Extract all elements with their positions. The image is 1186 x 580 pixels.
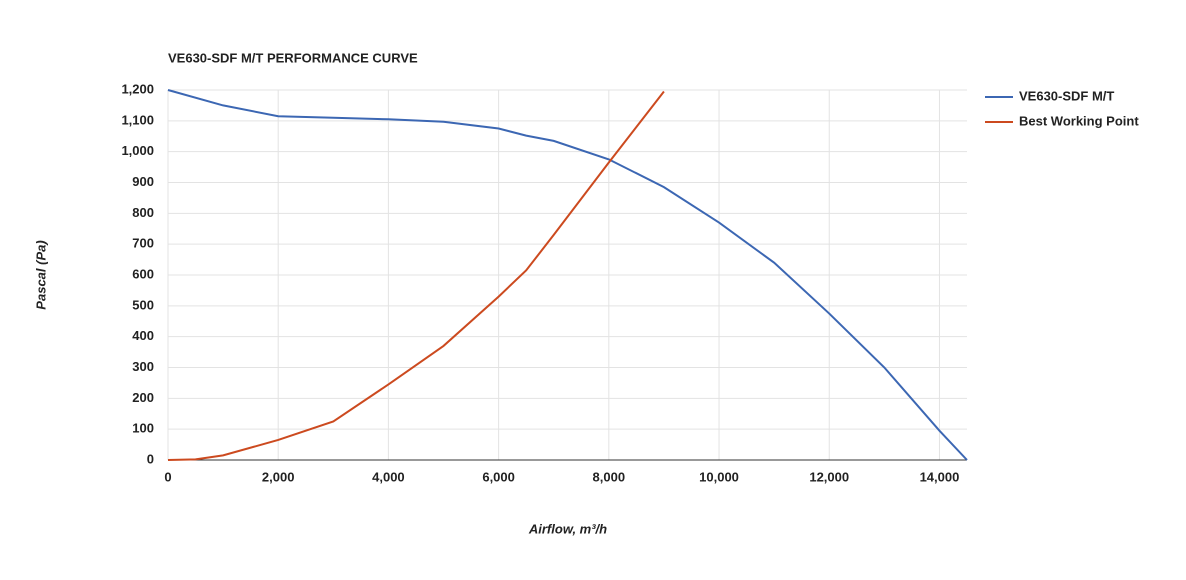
legend-label: VE630-SDF M/T xyxy=(1019,88,1114,103)
chart-title: VE630-SDF M/T PERFORMANCE CURVE xyxy=(168,50,418,65)
x-tick-label: 14,000 xyxy=(920,469,960,484)
y-tick-label: 800 xyxy=(132,205,154,220)
y-tick-label: 100 xyxy=(132,421,154,436)
y-tick-label: 1,200 xyxy=(121,81,154,96)
y-tick-label: 300 xyxy=(132,359,154,374)
x-axis-label: Airflow, m³/h xyxy=(528,521,607,536)
y-tick-label: 900 xyxy=(132,174,154,189)
series-line xyxy=(167,89,968,461)
y-tick-label: 500 xyxy=(132,297,154,312)
y-tick-label: 200 xyxy=(132,390,154,405)
x-tick-label: 10,000 xyxy=(699,469,739,484)
y-tick-label: 1,100 xyxy=(121,112,154,127)
y-tick-label: 700 xyxy=(132,236,154,251)
y-axis-label: Pascal (Pa) xyxy=(33,240,48,309)
x-tick-label: 6,000 xyxy=(482,469,515,484)
x-tick-label: 0 xyxy=(164,469,171,484)
x-tick-label: 2,000 xyxy=(262,469,295,484)
y-tick-label: 600 xyxy=(132,266,154,281)
series-line xyxy=(167,90,665,461)
x-tick-label: 8,000 xyxy=(593,469,626,484)
legend-label: Best Working Point xyxy=(1019,113,1139,128)
x-tick-label: 12,000 xyxy=(809,469,849,484)
y-tick-label: 1,000 xyxy=(121,143,154,158)
y-tick-label: 0 xyxy=(147,451,154,466)
y-tick-label: 400 xyxy=(132,328,154,343)
x-tick-label: 4,000 xyxy=(372,469,405,484)
